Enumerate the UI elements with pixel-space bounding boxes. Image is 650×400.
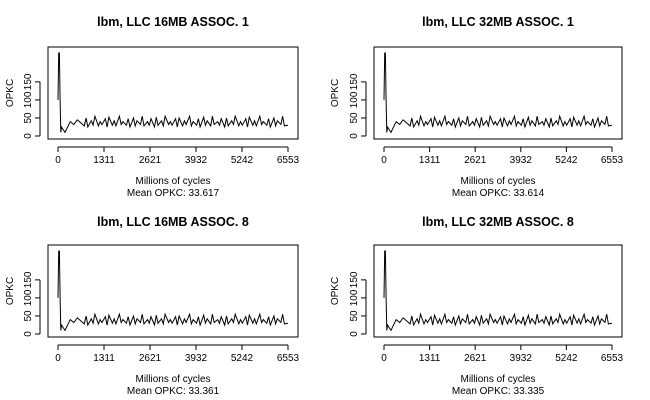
- x-tick-label: 6553: [601, 155, 624, 166]
- series-line: [383, 52, 613, 134]
- mean-opkc-label: Mean OPKC: 33.617: [127, 188, 220, 199]
- mean-opkc-label: Mean OPKC: 33.614: [452, 188, 545, 199]
- x-tick-label: 1311: [419, 353, 441, 364]
- y-tick-label: 0: [23, 133, 34, 139]
- x-tick-label: 6553: [277, 155, 300, 166]
- y-tick-label: 0: [349, 331, 360, 337]
- x-tick-label: 3932: [185, 353, 208, 364]
- x-tick-label: 1311: [93, 155, 115, 166]
- series-line: [57, 250, 289, 332]
- mean-opkc-label: Mean OPKC: 33.361: [127, 386, 220, 397]
- x-tick-label: 6553: [277, 353, 300, 364]
- y-axis-label: OPKC: [5, 79, 16, 107]
- y-tick-label: 50: [23, 112, 34, 124]
- x-tick-label: 0: [381, 155, 387, 166]
- y-tick-label: 100: [349, 289, 360, 306]
- x-tick-label: 2621: [139, 155, 162, 166]
- y-axis-label: OPKC: [5, 277, 16, 305]
- x-tick-label: 3932: [510, 155, 533, 166]
- plot-frame: [373, 244, 623, 338]
- x-tick-label: 3932: [185, 155, 208, 166]
- y-tick-label: 0: [23, 331, 34, 337]
- series-line: [383, 250, 613, 332]
- y-tick-label: 50: [349, 310, 360, 322]
- chart-title: lbm, LLC 16MB ASSOC. 1: [97, 15, 249, 29]
- plot-frame: [47, 46, 299, 140]
- x-axis-label: Millions of cycles: [460, 374, 535, 385]
- chart-title: lbm, LLC 32MB ASSOC. 1: [422, 15, 574, 29]
- plot-frame: [47, 244, 299, 338]
- chart-title: lbm, LLC 32MB ASSOC. 8: [422, 215, 574, 229]
- mean-opkc-label: Mean OPKC: 33.335: [452, 386, 545, 397]
- y-tick-label: 150: [23, 73, 34, 90]
- series-line: [57, 52, 289, 134]
- y-axis-label: OPKC: [330, 277, 341, 305]
- x-tick-label: 0: [55, 353, 61, 364]
- x-tick-label: 1311: [93, 353, 115, 364]
- x-tick-label: 6553: [601, 353, 624, 364]
- y-tick-label: 0: [349, 133, 360, 139]
- y-tick-label: 50: [23, 310, 34, 322]
- x-tick-label: 2621: [464, 155, 487, 166]
- chart-panel: [35, 46, 299, 152]
- chart-title: lbm, LLC 16MB ASSOC. 8: [97, 215, 249, 229]
- y-tick-label: 150: [349, 73, 360, 90]
- x-axis-label: Millions of cycles: [135, 176, 210, 187]
- x-tick-label: 5242: [231, 155, 254, 166]
- x-axis-label: Millions of cycles: [460, 176, 535, 187]
- y-tick-label: 150: [349, 271, 360, 288]
- y-tick-label: 100: [23, 289, 34, 306]
- x-tick-label: 2621: [464, 353, 487, 364]
- y-axis-label: OPKC: [330, 79, 341, 107]
- chart-panel: [35, 244, 299, 350]
- y-tick-label: 150: [23, 271, 34, 288]
- plot-frame: [373, 46, 623, 140]
- x-tick-label: 5242: [231, 353, 254, 364]
- chart-panel: [361, 46, 623, 152]
- x-tick-label: 5242: [555, 155, 578, 166]
- x-tick-label: 1311: [419, 155, 441, 166]
- x-tick-label: 3932: [510, 353, 533, 364]
- x-tick-label: 0: [381, 353, 387, 364]
- x-tick-label: 5242: [555, 353, 578, 364]
- x-tick-label: 2621: [139, 353, 162, 364]
- x-axis-label: Millions of cycles: [135, 374, 210, 385]
- chart-panel: [361, 244, 623, 350]
- x-tick-label: 0: [55, 155, 61, 166]
- y-tick-label: 50: [349, 112, 360, 124]
- y-tick-label: 100: [23, 91, 34, 108]
- y-tick-label: 100: [349, 91, 360, 108]
